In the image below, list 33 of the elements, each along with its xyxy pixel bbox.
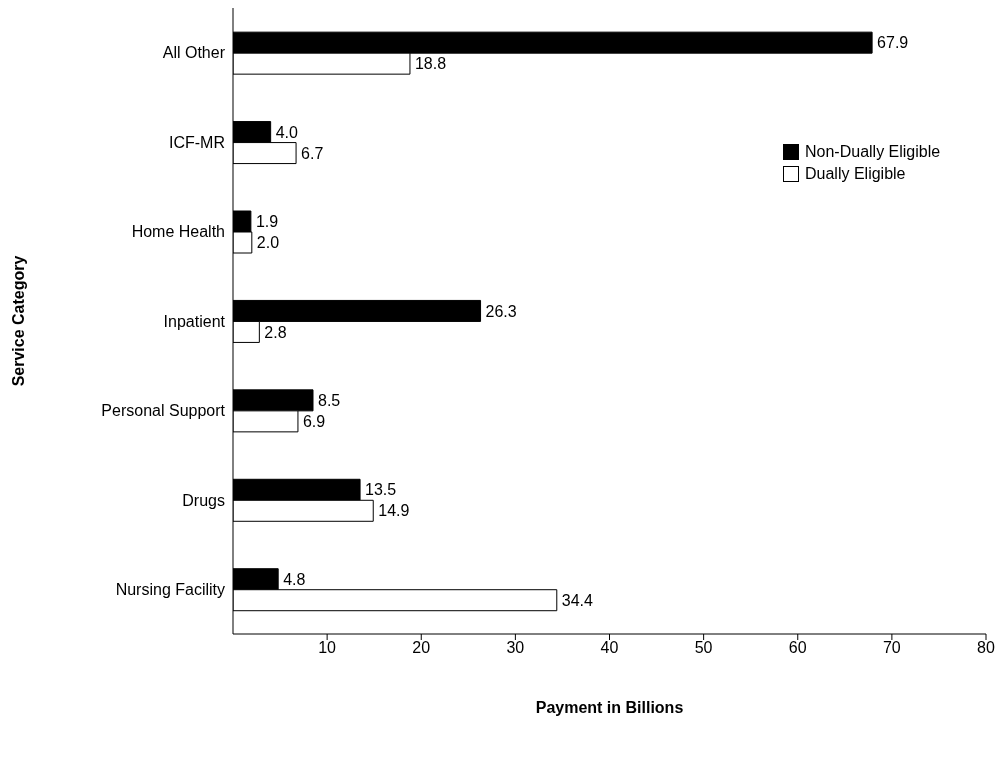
x-tick-label: 20	[412, 639, 431, 657]
y-tick-label: All Other	[162, 44, 226, 62]
x-axis-title: Payment in Billions	[535, 699, 684, 716]
y-tick-label: Home Health	[131, 223, 225, 241]
data-label: 2.8	[264, 323, 287, 341]
data-label: 6.9	[302, 413, 326, 431]
y-tick-label: Nursing Facility	[115, 580, 225, 598]
legend-label: Non-Dually Eligible	[805, 143, 941, 161]
x-tick-label: 40	[600, 639, 619, 657]
x-tick-label: 10	[318, 639, 337, 657]
data-label: 67.9	[877, 34, 909, 52]
data-label: 1.9	[255, 213, 279, 231]
data-label: 4.8	[283, 570, 306, 588]
x-tick-label: 80	[977, 639, 995, 657]
y-tick-label: Drugs	[182, 491, 225, 509]
y-tick-label: Inpatient	[163, 312, 226, 330]
data-label: 14.9	[378, 502, 410, 520]
y-tick-label: ICF-MR	[169, 133, 225, 151]
data-label: 26.3	[485, 302, 517, 320]
data-label: 6.7	[301, 144, 324, 162]
y-axis-title: Service Category	[9, 255, 27, 387]
x-tick-label: 60	[788, 639, 807, 657]
data-label: 34.4	[561, 591, 594, 609]
x-tick-label: 70	[882, 639, 901, 657]
data-label: 8.5	[318, 392, 341, 410]
x-tick-label: 30	[506, 639, 525, 657]
data-label: 2.0	[256, 234, 280, 252]
data-label: 18.8	[414, 55, 447, 73]
y-tick-label: Personal Support	[101, 402, 226, 420]
data-label: 4.0	[275, 123, 298, 141]
x-tick-label: 50	[694, 639, 713, 657]
legend-label: Dually Eligible	[805, 165, 906, 183]
data-label: 13.5	[365, 481, 397, 499]
